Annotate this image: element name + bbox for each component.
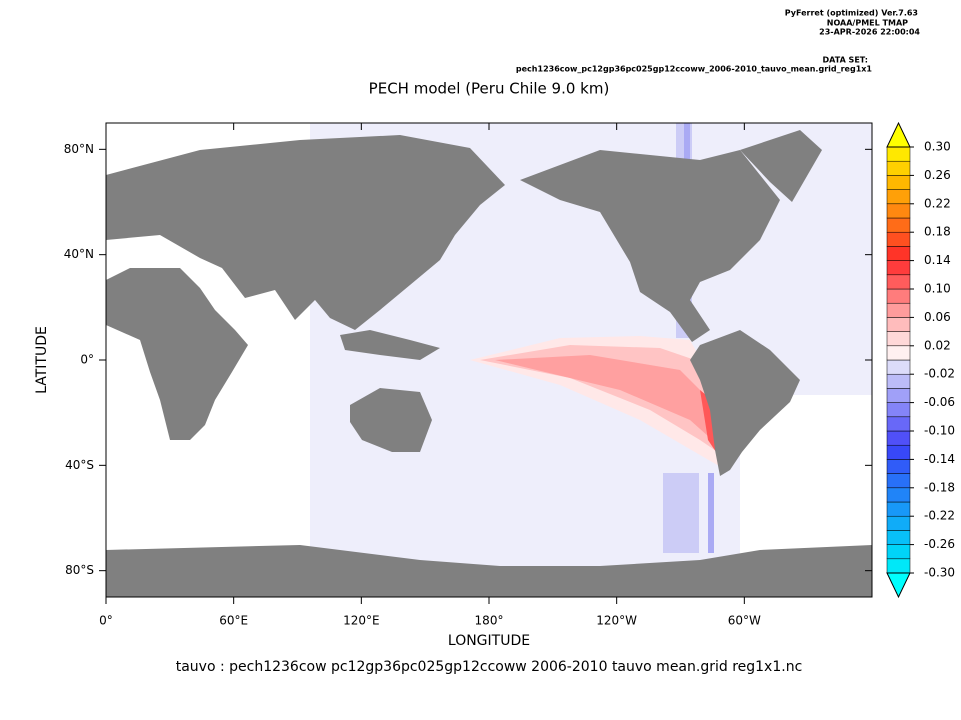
- colorbar-band: [886, 373, 911, 389]
- colorbar-band: [886, 288, 911, 304]
- colorbar-band: [886, 501, 911, 517]
- colorbar-band: [886, 530, 911, 545]
- colorbar-band: [886, 203, 911, 219]
- colorbar-band: [886, 515, 911, 531]
- colorbar-band: [886, 217, 911, 233]
- colorbar-band: [886, 317, 911, 332]
- colorbar-label: -0.02: [924, 367, 955, 381]
- colorbar-label: 0.02: [924, 338, 951, 352]
- colorbar-band: [886, 331, 911, 347]
- colorbar-band: [886, 416, 911, 432]
- program: PyFerret (optimized) Ver.7.63: [785, 9, 918, 18]
- land: [106, 130, 872, 597]
- colorbar-band: [886, 444, 911, 460]
- dataset: pech1236cow_pc12gp36pc025gp12ccoww_2006-…: [516, 65, 873, 74]
- colorbar-label: 0.30: [924, 140, 951, 154]
- colorbar-band: [886, 430, 911, 446]
- x-tick-label: 120°W: [596, 614, 637, 628]
- colorbar-band: [886, 246, 911, 261]
- x-tick-label: 0°: [99, 614, 113, 628]
- colorbar-label: -0.14: [924, 452, 955, 466]
- colorbar-label: 0.14: [924, 253, 951, 267]
- y-axis-label: LATITUDE: [34, 326, 50, 394]
- boundary-strip: [708, 473, 714, 553]
- colorbar-label: -0.22: [924, 509, 955, 523]
- x-tick-label: 120°E: [343, 614, 380, 628]
- colorbar-band: [886, 175, 911, 190]
- org: NOAA/PMEL TMAP: [827, 19, 908, 28]
- x-axis-label: LONGITUDE: [448, 633, 530, 649]
- colorbar-band: [886, 231, 911, 247]
- colorbar-band: [886, 146, 911, 162]
- map: [105, 122, 873, 598]
- colorbar-label: 0.18: [924, 225, 951, 239]
- colorbar-band: [886, 473, 911, 489]
- y-tick-label: 80°S: [65, 563, 94, 577]
- x-tick-label: 60°E: [219, 614, 248, 628]
- boundary-strip: [663, 473, 699, 553]
- colorbar-band: [886, 160, 911, 176]
- colorbar-label: -0.30: [924, 566, 955, 580]
- colorbar-band: [886, 388, 911, 403]
- colorbar-band: [886, 459, 911, 474]
- colorbar-label: 0.10: [924, 282, 951, 296]
- colorbar-over: [886, 121, 911, 148]
- colorbar-label: -0.10: [924, 424, 955, 438]
- colorbar-band: [886, 359, 911, 375]
- x-tick-label: 180°: [475, 614, 504, 628]
- dataset-label: DATA SET:: [823, 56, 868, 65]
- colorbar-band: [886, 558, 911, 574]
- colorbar-band: [886, 544, 911, 560]
- colorbar-band: [886, 189, 911, 205]
- footer: tauvo : pech1236cow pc12gp36pc025gp12cco…: [176, 659, 803, 675]
- colorbar-band: [886, 487, 911, 503]
- colorbar-under: [886, 572, 911, 599]
- y-tick-label: 40°N: [64, 247, 94, 261]
- colorbar-band: [886, 402, 911, 418]
- colorbar-label: 0.26: [924, 168, 951, 182]
- y-tick-label: 0°: [80, 353, 94, 367]
- colorbar-band: [886, 274, 911, 290]
- y-tick-label: 80°N: [64, 142, 94, 156]
- colorbar-band: [886, 260, 911, 276]
- colorbar-label: -0.26: [924, 537, 955, 551]
- y-tick-label: 40°S: [65, 458, 94, 472]
- date: 23-APR-2026 22:00:04: [819, 28, 920, 37]
- colorbar-band: [886, 302, 911, 318]
- colorbar-label: 0.06: [924, 310, 951, 324]
- stress-region: [495, 355, 718, 445]
- colorbar-label: -0.06: [924, 395, 955, 409]
- colorbar-label: -0.18: [924, 480, 955, 494]
- chart-title: PECH model (Peru Chile 9.0 km): [369, 80, 610, 98]
- x-tick-label: 60°W: [728, 614, 761, 628]
- colorbar-band: [886, 345, 911, 361]
- colorbar-label: 0.22: [924, 196, 951, 210]
